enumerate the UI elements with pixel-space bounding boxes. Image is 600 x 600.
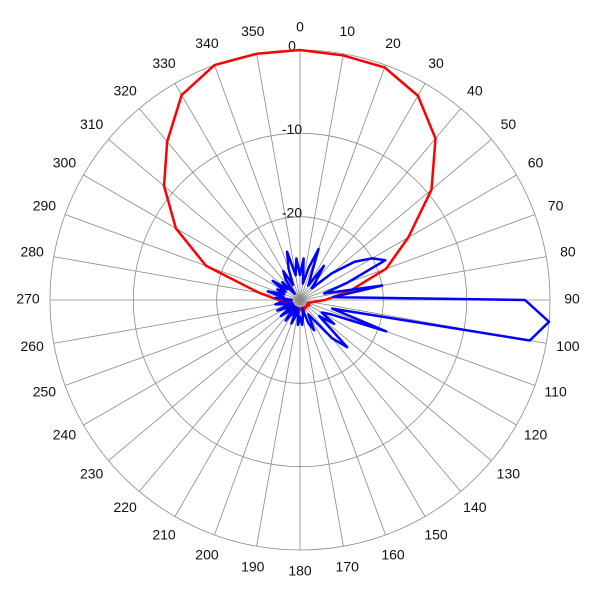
angle-tick-label: 40 <box>467 82 483 98</box>
series-line <box>266 247 551 349</box>
angle-tick-label: 320 <box>113 82 137 98</box>
radial-tick-label: 0 <box>288 38 296 54</box>
angle-tick-label: 180 <box>288 563 312 579</box>
angle-tick-label: 260 <box>20 338 44 354</box>
angle-tick-label: 120 <box>524 427 548 443</box>
angle-tick-label: 90 <box>564 291 580 307</box>
angle-tick-label: 170 <box>336 559 360 575</box>
grid-spoke <box>174 83 301 301</box>
grid-spoke <box>299 299 386 536</box>
angle-tick-label: 10 <box>339 23 355 39</box>
angle-tick-label: 210 <box>152 526 176 542</box>
grid-spoke <box>108 138 301 301</box>
radial-tick-label: -20 <box>282 204 302 220</box>
grid-spoke <box>299 299 536 386</box>
grid-spoke <box>83 174 301 301</box>
angle-tick-label: 330 <box>152 55 176 71</box>
angle-tick-label: 220 <box>113 499 137 515</box>
angle-tick-label: 230 <box>80 466 104 482</box>
grid-spoke <box>83 299 301 426</box>
angle-tick-label: 100 <box>556 338 580 354</box>
grid-spoke <box>53 299 301 344</box>
angle-tick-label: 110 <box>544 384 567 400</box>
angle-tick-label: 340 <box>195 35 219 51</box>
angle-tick-label: 270 <box>16 291 40 307</box>
angle-tick-label: 30 <box>428 55 444 71</box>
grid-spoke <box>299 53 344 301</box>
grid-spoke <box>108 299 301 462</box>
grid-spoke <box>299 299 426 517</box>
angle-tick-label: 80 <box>560 243 576 259</box>
angle-tick-label: 300 <box>53 155 77 171</box>
angle-tick-label: 130 <box>497 466 521 482</box>
grid-spoke <box>299 256 547 301</box>
grid-spoke <box>299 299 344 547</box>
angle-tick-label: 20 <box>385 35 401 51</box>
grid-spoke <box>299 299 517 426</box>
angle-tick-label: 50 <box>501 116 517 132</box>
angle-tick-label: 310 <box>80 116 104 132</box>
angle-tick-label: 70 <box>548 198 564 214</box>
grid-spoke <box>214 64 301 301</box>
grid-spoke <box>138 108 301 301</box>
angle-tick-label: 290 <box>33 198 57 214</box>
grid-spoke <box>299 83 426 301</box>
grid-spoke <box>64 214 301 301</box>
angle-tick-label: 140 <box>463 499 487 515</box>
grid-spoke <box>299 108 462 301</box>
angle-tick-label: 280 <box>20 243 44 259</box>
grid-spoke <box>174 299 301 517</box>
series-line <box>162 48 437 313</box>
radial-tick-label: -10 <box>282 121 302 137</box>
angle-tick-label: 0 <box>296 19 304 35</box>
grid-spoke <box>138 299 301 492</box>
grid-spoke <box>214 299 301 536</box>
grid-spoke <box>256 53 301 301</box>
angle-tick-label: 160 <box>381 546 405 562</box>
grid-spoke <box>299 299 492 462</box>
angle-tick-label: 350 <box>241 23 265 39</box>
angle-tick-label: 240 <box>53 427 77 443</box>
grid-circle <box>216 216 384 384</box>
angle-tick-label: 190 <box>241 559 265 575</box>
angle-tick-label: 60 <box>528 155 544 171</box>
grid-spoke <box>256 299 301 547</box>
angle-tick-label: 250 <box>33 384 57 400</box>
angle-tick-label: 150 <box>424 526 448 542</box>
angle-tick-label: 200 <box>195 546 219 562</box>
grid-spoke <box>64 299 301 386</box>
